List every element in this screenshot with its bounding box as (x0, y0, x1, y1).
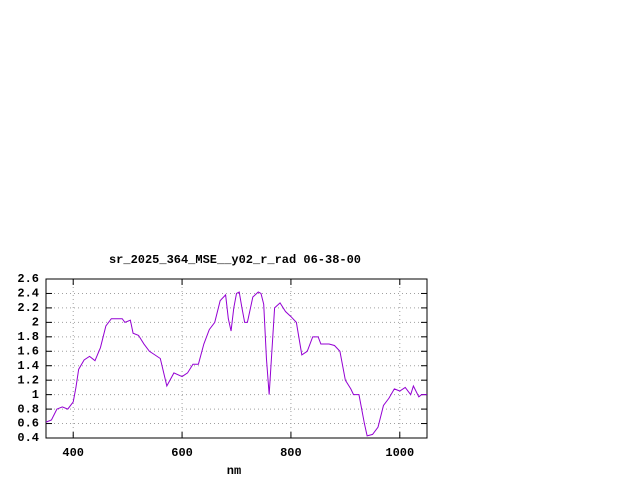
data-line (45, 291, 427, 437)
y-tick-label: 1.8 (17, 330, 39, 344)
chart-title: sr_2025_364_MSE__y02_r_rad 06-38-00 (109, 253, 361, 267)
y-tick-label: 2 (32, 316, 39, 330)
y-tick-label: 0.8 (17, 402, 39, 416)
x-tick-label: 400 (62, 446, 84, 460)
y-tick-label: 1.6 (17, 344, 39, 358)
y-tick-label: 0.6 (17, 417, 39, 431)
y-tick-label: 1.4 (17, 359, 39, 373)
x-axis-label: nm (227, 464, 241, 478)
y-tick-label: 2.6 (17, 272, 39, 286)
plot-border (45, 278, 428, 439)
y-tick-label: 1 (32, 388, 39, 402)
y-tick-label: 2.4 (17, 287, 39, 301)
x-tick-label: 1000 (385, 446, 414, 460)
x-tick-label: 800 (280, 446, 302, 460)
x-tick-label: 600 (171, 446, 193, 460)
y-tick-label: 0.4 (17, 431, 39, 445)
y-tick-label: 2.2 (17, 301, 39, 315)
y-tick-label: 1.2 (17, 373, 39, 387)
